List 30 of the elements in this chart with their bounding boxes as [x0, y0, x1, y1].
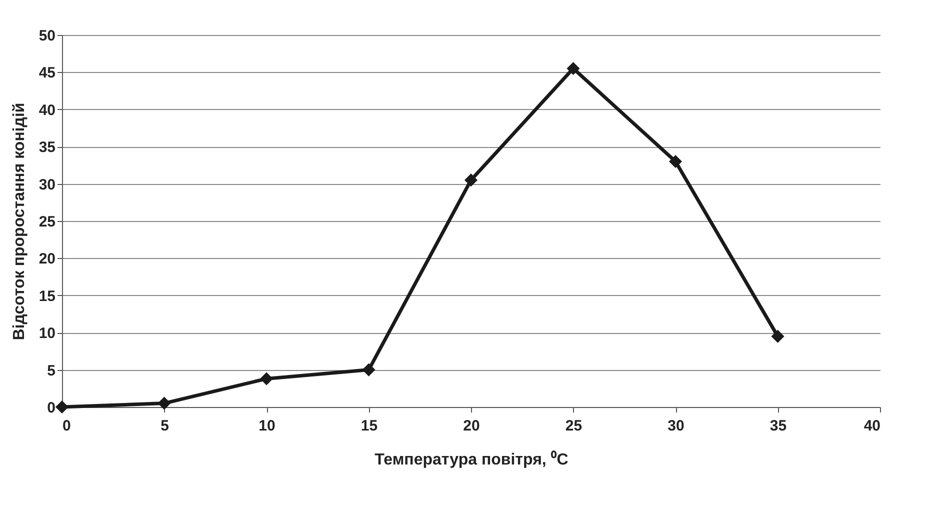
x-tick-label: 0: [62, 418, 71, 434]
point: [566, 62, 580, 75]
y-axis-title: Відсоток проростання конідій: [10, 102, 28, 340]
x-tick-label: 5: [160, 418, 169, 434]
y-tick-label: 40: [38, 102, 56, 119]
x-tick-label: 20: [463, 418, 480, 434]
point: [771, 330, 784, 343]
y-tick-label: 20: [38, 250, 56, 268]
y-tick-label: 15: [38, 288, 56, 305]
x-tick-label: 25: [565, 418, 582, 434]
point: [668, 154, 682, 168]
x-tick-label: 10: [258, 418, 276, 434]
y-tick-label: 30: [38, 176, 56, 194]
point: [464, 174, 478, 187]
y-tick-label: 45: [38, 64, 56, 82]
y-tick-label: 25: [38, 214, 56, 230]
x-tick-label: 40: [864, 418, 880, 434]
point: [158, 396, 171, 410]
x-tick-label: 35: [770, 418, 787, 434]
y-tick-label: 10: [38, 325, 56, 342]
y-tick-label: 35: [38, 139, 56, 156]
y-tick-label: 50: [38, 28, 56, 44]
point: [55, 400, 69, 414]
y-tick-label: 0: [47, 400, 56, 416]
x-tick-label: 30: [668, 418, 684, 434]
point: [362, 363, 376, 376]
x-axis-title: Температура повітря, ⁰C: [374, 450, 569, 468]
x-tick-label: 15: [360, 418, 378, 434]
point: [260, 372, 274, 386]
y-tick-label: 5: [47, 362, 56, 380]
